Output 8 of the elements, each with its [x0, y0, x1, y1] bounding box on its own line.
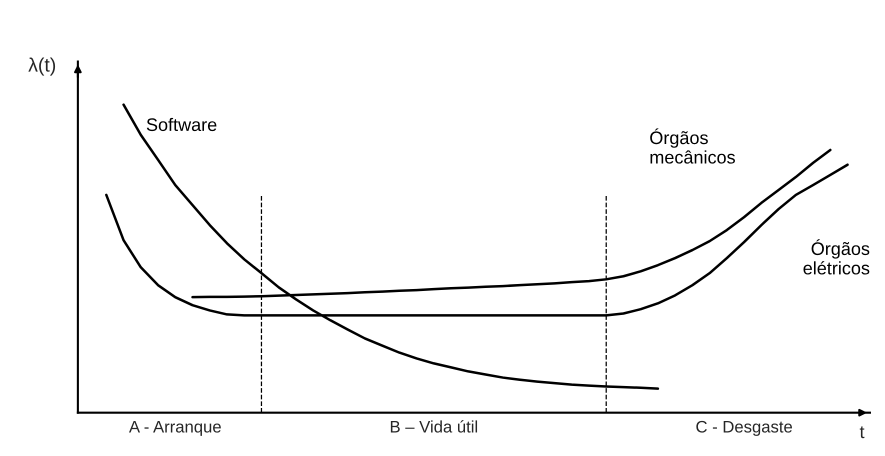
text: C - Desgaste	[696, 420, 792, 436]
y-axis-title: λ(t)	[28, 57, 56, 76]
text: A - Arranque	[128, 420, 221, 436]
text: Órgãos mecânicos	[650, 128, 735, 164]
text: Órgãos elétricos	[803, 239, 870, 275]
series-label: Software	[146, 118, 216, 132]
x-axis-title: t	[860, 426, 864, 438]
text: B – Vida útil	[390, 420, 478, 433]
